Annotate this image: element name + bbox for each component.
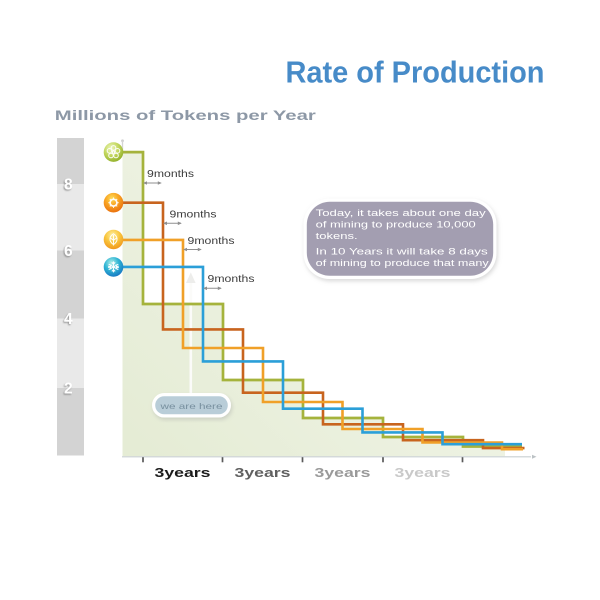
svg-text:8: 8 xyxy=(64,177,73,194)
svg-text:Rate of Production: Rate of Production xyxy=(286,55,545,90)
svg-text:3years: 3years xyxy=(395,465,451,480)
svg-text:Today, it takes about one day: Today, it takes about one day xyxy=(316,208,487,218)
svg-text:we are here: we are here xyxy=(159,401,223,411)
svg-text:of mining to produce 10,000: of mining to produce 10,000 xyxy=(316,220,476,230)
svg-text:3years: 3years xyxy=(155,465,211,480)
svg-text:tokens.: tokens. xyxy=(316,231,358,241)
svg-text:9months: 9months xyxy=(208,274,255,285)
svg-text:3years: 3years xyxy=(315,465,371,480)
svg-text:of mining to produce that many: of mining to produce that many xyxy=(316,258,490,268)
svg-text:6: 6 xyxy=(64,243,73,260)
svg-text:In 10 Years it will take 8 day: In 10 Years it will take 8 days xyxy=(316,247,489,257)
svg-text:3years: 3years xyxy=(235,465,291,480)
svg-text:9months: 9months xyxy=(170,210,217,221)
svg-text:Millions of Tokens per Year: Millions of Tokens per Year xyxy=(55,108,317,124)
svg-text:4: 4 xyxy=(64,311,73,328)
svg-text:9months: 9months xyxy=(147,169,194,180)
svg-text:9months: 9months xyxy=(188,236,235,247)
svg-text:2: 2 xyxy=(64,381,73,398)
